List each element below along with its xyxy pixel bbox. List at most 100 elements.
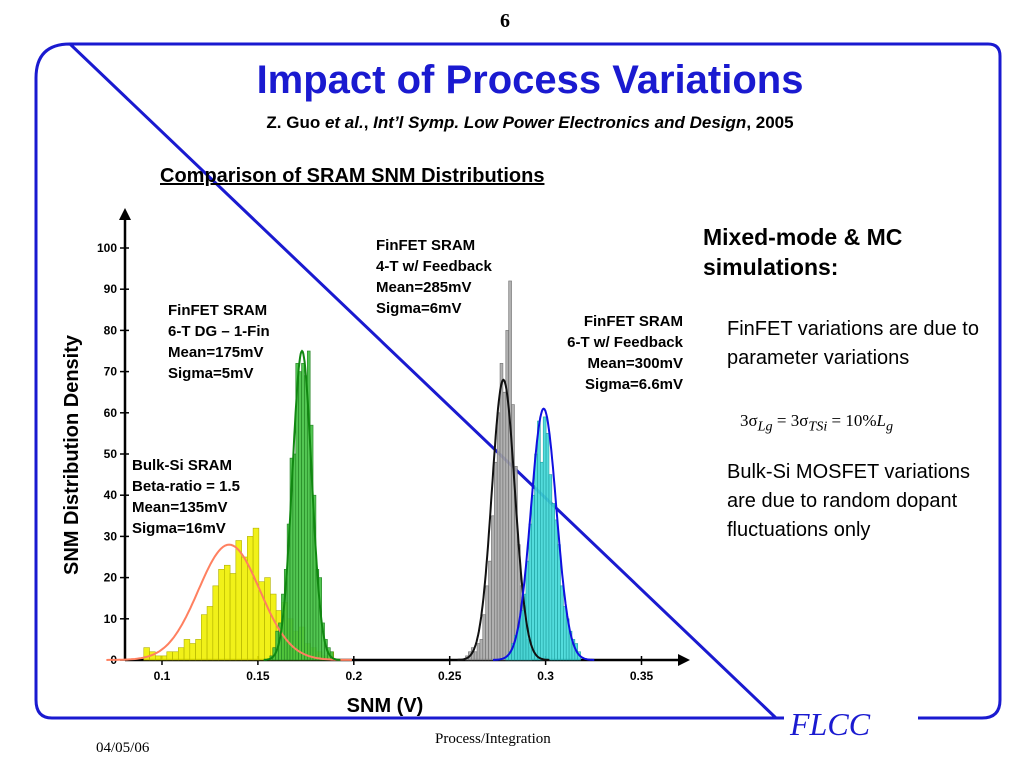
histogram-bar xyxy=(560,586,563,660)
variation-formula: 3σLg = 3σTSi = 10%Lg xyxy=(740,411,893,435)
series-annotation: 4-T w/ Feedback xyxy=(376,258,493,275)
series-annotation: Sigma=5mV xyxy=(168,365,253,382)
flcc-logo: FLCC xyxy=(790,706,870,743)
histogram-bar xyxy=(293,454,296,660)
y-axis-arrow xyxy=(119,208,131,220)
histogram-bar xyxy=(173,652,179,660)
histogram-bar xyxy=(555,520,558,660)
histogram-bar xyxy=(247,536,253,660)
histogram-bar xyxy=(477,644,480,660)
histogram-bar xyxy=(474,652,477,660)
y-tick-label: 50 xyxy=(104,447,118,461)
histogram-bar xyxy=(532,495,535,660)
histogram-bar xyxy=(219,569,225,660)
series-annotation: Sigma=6.6mV xyxy=(585,376,683,393)
histogram-bar xyxy=(190,644,196,660)
y-tick-label: 90 xyxy=(104,282,118,296)
histogram-bar xyxy=(230,573,236,660)
histogram-bar xyxy=(207,606,213,660)
series-annotation: Beta-ratio = 1.5 xyxy=(132,478,240,495)
histogram-bar xyxy=(236,541,242,660)
histogram-bar xyxy=(540,462,543,660)
series-annotation: Mean=300mV xyxy=(588,355,683,372)
histogram-bar xyxy=(494,462,497,660)
histogram-bar xyxy=(299,372,302,660)
histogram-bar xyxy=(486,586,489,660)
x-tick-label: 0.35 xyxy=(630,669,654,683)
side-paragraph-finfet: FinFET variations are due to parameter v… xyxy=(727,315,997,373)
histogram-bar xyxy=(242,557,248,660)
side-heading: Mixed-mode & MC simulations: xyxy=(703,222,1003,282)
series-annotation: 6-T w/ Feedback xyxy=(567,334,684,351)
x-axis-label: SNM (V) xyxy=(347,695,424,717)
histogram-bar xyxy=(543,417,546,660)
y-axis-label: SNM Distribution Density xyxy=(61,334,83,575)
chart-title: Comparison of SRAM SNM Distributions xyxy=(160,165,544,188)
y-tick-label: 70 xyxy=(104,365,118,379)
x-tick-label: 0.25 xyxy=(438,669,462,683)
histogram-bar xyxy=(196,639,202,660)
histogram-bar xyxy=(302,363,305,660)
histogram-bar xyxy=(224,565,230,660)
footer-section: Process/Integration xyxy=(435,731,551,748)
series-annotation: FinFET SRAM xyxy=(376,237,475,254)
series-annotation: FinFET SRAM xyxy=(584,313,683,330)
x-tick-label: 0.3 xyxy=(537,669,554,683)
histogram-bar xyxy=(253,528,259,660)
citation-etal: et al. xyxy=(325,113,364,132)
histogram-bar xyxy=(535,454,538,660)
histogram-bar xyxy=(552,503,555,660)
histogram-bar xyxy=(483,615,486,660)
histogram-bar xyxy=(304,376,307,660)
y-tick-label: 60 xyxy=(104,406,118,420)
histogram-bar xyxy=(506,330,509,660)
histogram-bar xyxy=(546,433,549,660)
histogram-bar xyxy=(167,652,173,660)
histogram-bar xyxy=(503,392,506,660)
histogram-bar xyxy=(497,413,500,660)
citation-authors: Z. Guo xyxy=(266,113,325,132)
footer-date: 04/05/06 xyxy=(96,740,149,757)
y-tick-label: 100 xyxy=(97,241,117,255)
histogram-bar xyxy=(161,656,167,660)
histogram-bar xyxy=(155,656,161,660)
histogram-bar xyxy=(489,561,492,660)
citation: Z. Guo et al., Int’l Symp. Low Power Ele… xyxy=(0,113,1024,133)
citation-year: , 2005 xyxy=(746,113,793,132)
slide-title: Impact of Process Variations xyxy=(0,58,1024,103)
citation-venue: Int’l Symp. Low Power Electronics and De… xyxy=(373,113,746,132)
histogram-bar xyxy=(265,578,271,660)
histogram-bar xyxy=(563,606,566,660)
series-annotation: Sigma=16mV xyxy=(132,520,226,537)
histogram-bar xyxy=(526,561,529,660)
y-tick-label: 80 xyxy=(104,323,118,337)
series-annotation: Mean=175mV xyxy=(168,344,263,361)
series-annotation: Mean=135mV xyxy=(132,499,227,516)
y-tick-label: 30 xyxy=(104,529,118,543)
histogram-bar xyxy=(178,648,184,660)
y-tick-label: 40 xyxy=(104,488,118,502)
histogram-bar xyxy=(537,421,540,660)
histogram-bar xyxy=(491,516,494,660)
citation-sep: , xyxy=(364,113,373,132)
series-annotation: FinFET SRAM xyxy=(168,302,267,319)
histogram-bar xyxy=(184,639,190,660)
series-annotation: 6-T DG – 1-Fin xyxy=(168,323,270,340)
histogram-bar xyxy=(509,281,512,660)
y-tick-label: 10 xyxy=(104,612,118,626)
histogram-bar xyxy=(549,475,552,660)
histogram-bar xyxy=(201,615,207,660)
histogram-bar xyxy=(480,639,483,660)
series-annotation: Mean=285mV xyxy=(376,279,471,296)
histogram-bar xyxy=(213,586,219,660)
series-annotation: Sigma=6mV xyxy=(376,300,461,317)
x-tick-label: 0.15 xyxy=(246,669,270,683)
x-axis-arrow xyxy=(678,654,690,666)
x-tick-label: 0.2 xyxy=(345,669,362,683)
series-annotation: Bulk-Si SRAM xyxy=(132,457,232,474)
histogram-bar xyxy=(500,363,503,660)
y-tick-label: 20 xyxy=(104,571,118,585)
side-paragraph-bulk: Bulk-Si MOSFET variations are due to ran… xyxy=(727,458,997,545)
x-tick-label: 0.1 xyxy=(154,669,171,683)
